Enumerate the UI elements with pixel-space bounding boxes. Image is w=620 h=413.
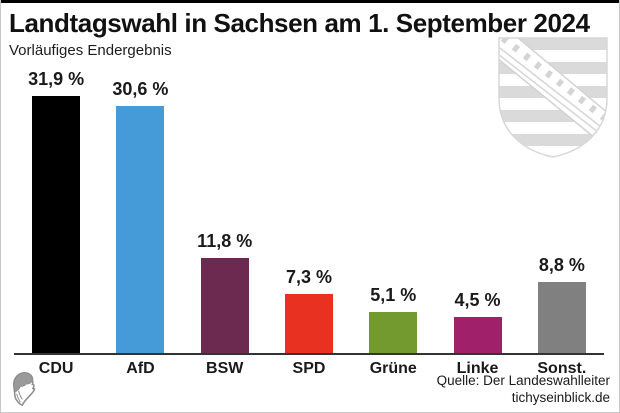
- value-label: 11,8 %: [197, 231, 253, 251]
- bar: [32, 96, 81, 353]
- bar: [284, 294, 333, 353]
- tichys-einblick-head-logo-icon: [9, 370, 47, 408]
- bar-column: 11,8 %: [183, 231, 267, 353]
- bar-column: 8,8 %: [520, 255, 604, 353]
- value-label: 31,9 %: [28, 69, 85, 89]
- bar: [116, 106, 165, 353]
- bar-column: 30,6 %: [98, 79, 182, 353]
- bar-chart: 31,9 % 30,6 % 11,8 % 7,3 % 5,1 % 4,5 % 8,8 % C…: [14, 60, 604, 378]
- source-text: Quelle: Der Landeswahlleiter: [436, 373, 610, 389]
- value-label: 4,5 %: [454, 290, 501, 310]
- bar: [453, 317, 502, 353]
- value-label: 30,6 %: [112, 79, 169, 99]
- value-label: 5,1 %: [370, 285, 417, 305]
- category-labels-row: CDU AfD BSW SPD Grüne Linke Sonst.: [14, 355, 604, 378]
- bar-column: 5,1 %: [351, 285, 435, 353]
- bar-column: 4,5 %: [435, 290, 519, 353]
- bars-row: 31,9 % 30,6 % 11,8 % 7,3 % 5,1 % 4,5 % 8,8 %: [14, 60, 604, 353]
- top-border-line: [1, 0, 619, 3]
- bar-column: 7,3 %: [267, 267, 351, 353]
- x-axis-line: [14, 353, 604, 355]
- bar: [369, 312, 418, 353]
- page-title: Landtagswahl in Sachsen am 1. September …: [9, 8, 590, 38]
- category-label: Linke: [456, 360, 499, 377]
- category-label: BSW: [206, 360, 244, 377]
- website-text: tichyseinblick.de: [511, 390, 610, 406]
- value-label: 7,3 %: [285, 267, 332, 287]
- category-label: CDU: [38, 360, 74, 377]
- category-label: Grüne: [369, 360, 417, 377]
- category-label: SPD: [292, 360, 326, 377]
- category-label: Sonst.: [537, 360, 587, 377]
- category-label: AfD: [126, 360, 155, 377]
- bar: [200, 258, 249, 353]
- bar: [537, 282, 586, 353]
- value-label: 8,8 %: [538, 255, 585, 275]
- page-subtitle: Vorläufiges Endergebnis: [9, 42, 172, 59]
- bar-column: 31,9 %: [14, 69, 98, 353]
- saxony-coat-of-arms-icon: [497, 36, 609, 159]
- source-credit: Quelle: Der Landeswahlleiter tichyseinbl…: [437, 373, 610, 407]
- header: Landtagswahl in Sachsen am 1. September …: [9, 8, 590, 59]
